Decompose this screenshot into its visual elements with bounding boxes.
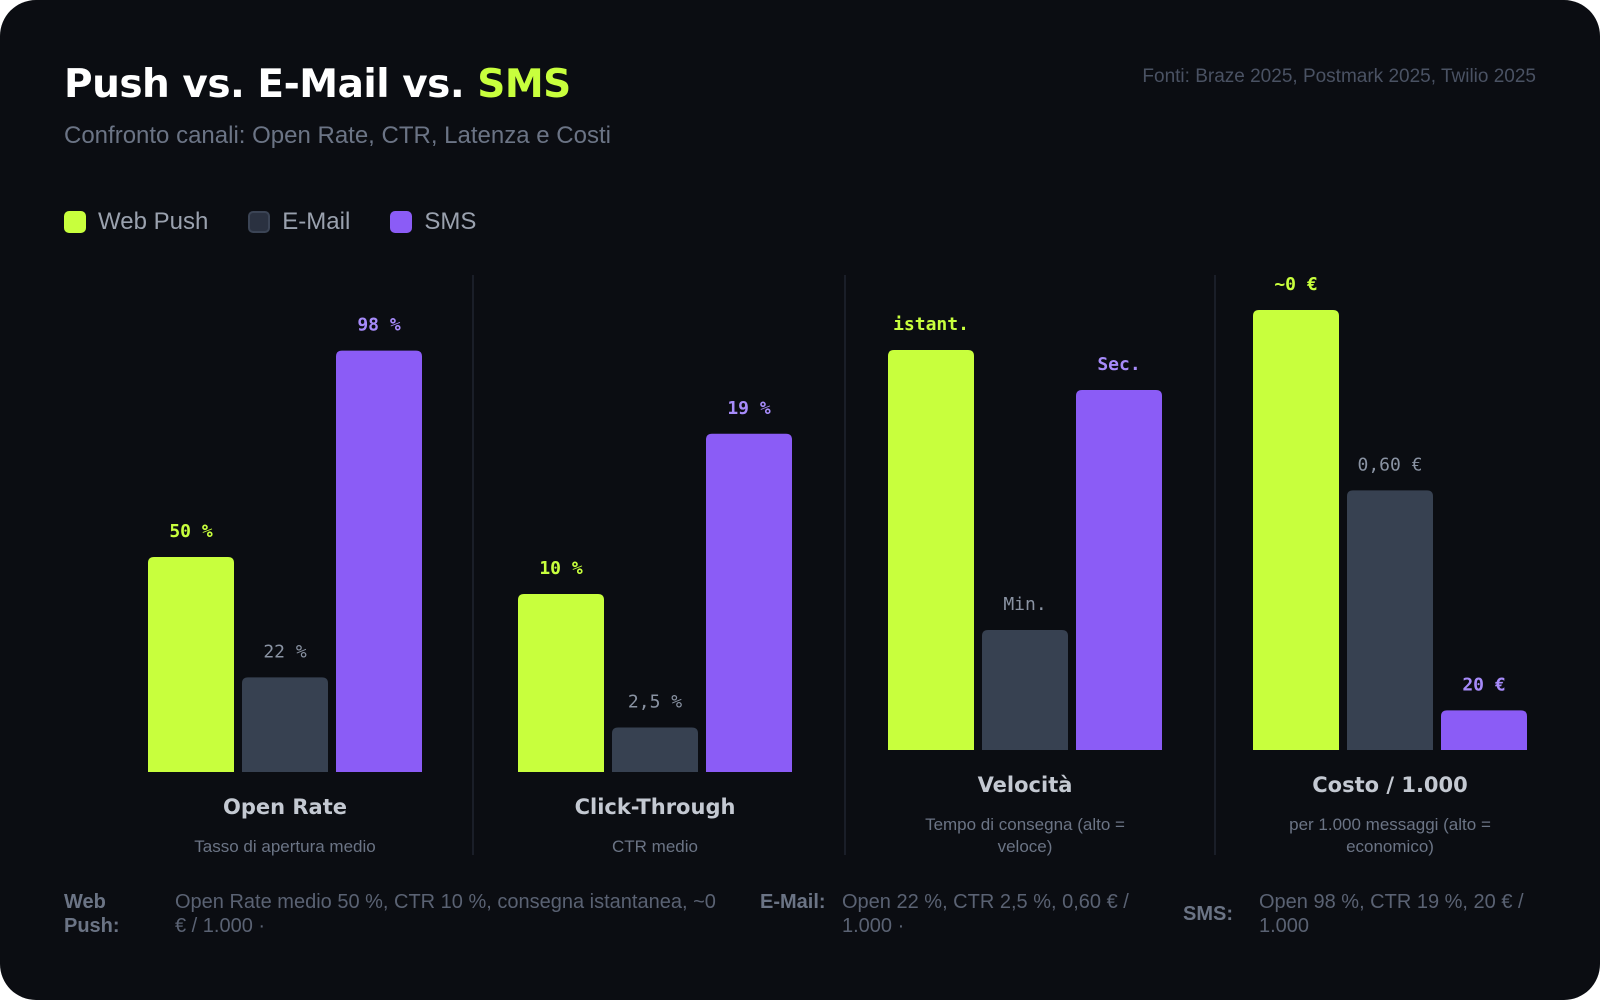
footer-label-email: E-Mail: [760,891,826,913]
data-label-costo-1-000-email: 0,60 € [1357,454,1422,475]
bar-chart: 50 % 22 % 98 % Open Rate Tasso di apertura m… [148,274,1527,856]
category-title-click-through: Click-Through [575,795,736,819]
legend: Web Push E-Mail SMS [64,208,476,236]
legend-label-web-push: Web Push [98,208,209,235]
category-subtitle-costo-1-000: per 1.000 messaggi (alto = economico) [1289,815,1491,856]
bar-click-through-sms [706,433,792,772]
category-title-costo-1-000: Costo / 1.000 [1312,773,1468,797]
data-label-open-rate-sms: 98 % [357,315,401,336]
category-title-velocit: Velocità [978,773,1073,797]
bar-velocit-sms [1076,390,1162,750]
bar-costo-1-000-web-push [1253,310,1339,750]
data-label-velocit-web-push: istant. [893,314,969,335]
chart-subtitle: Confronto canali: Open Rate, CTR, Latenz… [64,122,611,149]
data-label-costo-1-000-sms: 20 € [1462,674,1505,695]
footer-text-email: Open 22 %, CTR 2,5 %, 0,60 € / 1.000 · [842,891,1129,937]
sources-note: Fonti: Braze 2025, Postmark 2025, Twilio… [1142,66,1536,87]
footer-label-web-push: Web Push: [64,891,120,937]
data-label-costo-1-000-web-push: ~0 € [1274,274,1317,295]
category-subtitle-click-through: CTR medio [612,837,698,856]
data-label-open-rate-email: 22 % [263,641,307,662]
data-label-open-rate-web-push: 50 % [169,521,213,542]
bar-open-rate-email [242,677,328,772]
bar-costo-1-000-email [1347,490,1433,750]
bar-open-rate-web-push [148,557,234,772]
category-title-open-rate: Open Rate [223,795,347,819]
bar-click-through-web-push [518,594,604,772]
legend-item-sms: SMS [390,208,476,236]
data-label-click-through-email: 2,5 % [628,692,682,713]
title-accent: SMS [477,62,571,107]
bar-velocit-web-push [888,350,974,750]
legend-item-email: E-Mail [248,208,350,236]
bar-open-rate-sms [336,350,422,772]
footer-text-sms: Open 98 %, CTR 19 %, 20 € / 1.000 [1259,891,1524,937]
legend-swatch-web-push [64,211,86,233]
legend-swatch-email [248,211,271,233]
data-label-click-through-sms: 19 % [727,398,771,419]
category-subtitle-velocit: Tempo di consegna (alto = veloce) [925,815,1125,856]
title-main: Push vs. E-Mail vs. [64,62,478,107]
footer-text-web-push: Open Rate medio 50 %, CTR 10 %, consegna… [175,891,716,937]
bar-click-through-email [612,727,698,772]
legend-item-web-push: Web Push [64,208,208,236]
legend-swatch-sms [390,211,413,233]
chart-title: Push vs. E-Mail vs. SMS [64,62,571,107]
data-label-click-through-web-push: 10 % [539,558,583,579]
legend-label-email: E-Mail [282,208,351,235]
category-subtitle-open-rate: Tasso di apertura medio [194,837,375,856]
footer-label-sms: SMS: [1183,903,1233,925]
data-label-velocit-sms: Sec. [1097,354,1140,375]
legend-label-sms: SMS [424,208,477,235]
data-label-velocit-email: Min. [1003,594,1046,615]
bar-costo-1-000-sms [1441,710,1527,750]
bar-velocit-email [982,630,1068,750]
